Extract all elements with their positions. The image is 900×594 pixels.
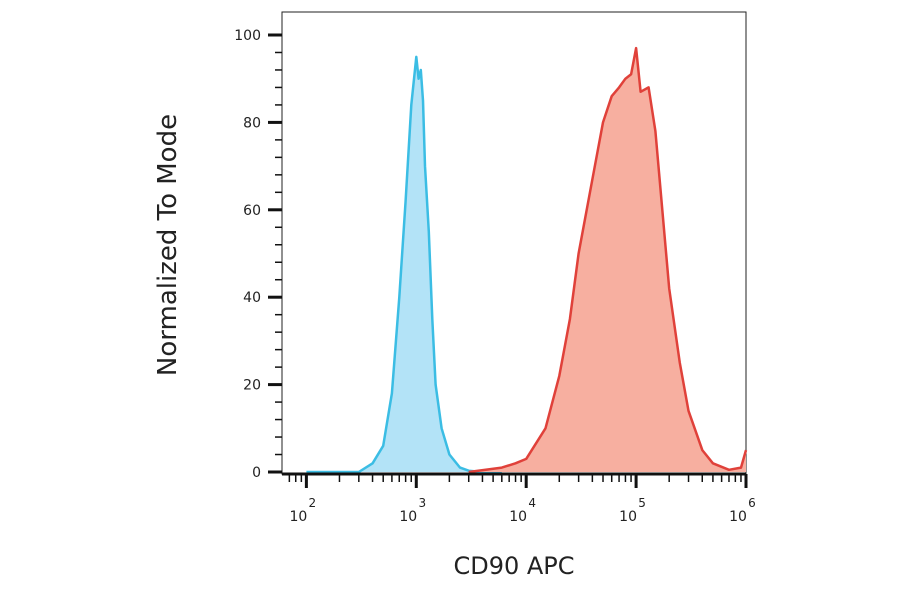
x-tick-exponent: 2 <box>309 496 317 510</box>
y-tick-label: 80 <box>243 115 261 131</box>
histogram-line-2 <box>468 46 748 474</box>
x-tick-label: 10 <box>509 509 527 525</box>
y-axis-title: Normalized To Mode <box>153 114 183 376</box>
y-tick-label: 0 <box>252 465 261 481</box>
histogram-line-1 <box>306 55 502 474</box>
x-tick-exponent: 3 <box>418 496 426 510</box>
x-tick-exponent: 6 <box>748 496 756 510</box>
y-tick-label: 40 <box>243 290 261 306</box>
x-tick-label: 10 <box>289 509 307 525</box>
x-tick-label: 10 <box>619 509 637 525</box>
x-axis-title: CD90 APC <box>453 552 574 580</box>
y-tick-label: 60 <box>243 203 261 219</box>
x-tick-exponent: 5 <box>638 496 646 510</box>
series-layer <box>306 46 748 474</box>
histogram-area-1 <box>306 56 502 473</box>
histogram-area-2 <box>468 48 746 472</box>
x-tick-label: 10 <box>399 509 417 525</box>
y-tick-label: 100 <box>234 28 261 44</box>
x-tick-label: 10 <box>729 509 747 525</box>
y-tick-label: 20 <box>243 378 261 394</box>
x-tick-exponent: 4 <box>528 496 536 510</box>
